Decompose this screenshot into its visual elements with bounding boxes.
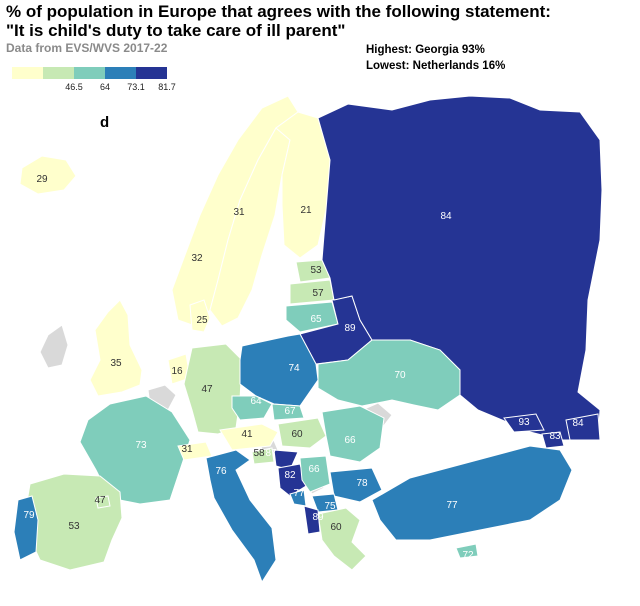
region-czechia — [231, 395, 273, 421]
ireland-region — [39, 324, 69, 369]
value-label-sweden: 31 — [233, 207, 245, 218]
value-label-italy: 76 — [215, 466, 227, 477]
lowest-stat: Lowest: Netherlands 16% — [366, 60, 506, 72]
panel-label: d — [100, 114, 110, 131]
value-label-slovakia: 67 — [284, 406, 296, 417]
legend-swatch-2 — [43, 67, 74, 79]
region-georgia — [503, 413, 545, 433]
region-finland — [275, 111, 331, 259]
value-label-greece: 60 — [330, 522, 342, 533]
value-label-hungary: 60 — [291, 429, 303, 440]
value-label-turkey: 77 — [446, 500, 458, 511]
legend-swatch-5 — [136, 67, 167, 79]
value-label-netherlands: 16 — [171, 366, 183, 377]
region-turkey — [371, 445, 573, 541]
region-denmark — [189, 299, 211, 333]
region-albania — [303, 505, 321, 535]
value-label-cyprus: 72 — [462, 550, 474, 561]
value-label-serbia: 66 — [308, 464, 320, 475]
legend-swatch-4 — [105, 67, 136, 79]
region-armenia — [541, 431, 565, 449]
value-label-belarus: 89 — [344, 323, 356, 334]
region-bulgaria — [329, 467, 383, 503]
legend-ticks: 46.5 64 73.1 81.7 — [12, 82, 187, 96]
region-hungary — [277, 417, 327, 449]
highest-stat: Highest: Georgia 93% — [366, 44, 485, 56]
value-label-armenia: 83 — [549, 431, 561, 442]
value-label-france: 73 — [135, 440, 147, 451]
value-label-russia: 84 — [440, 211, 452, 222]
value-label-ukraine: 70 — [394, 370, 406, 381]
value-label-denmark: 25 — [196, 315, 208, 326]
region-romania — [321, 405, 385, 463]
region-germany — [183, 343, 243, 435]
data-source: Data from EVS/WVS 2017-22 — [6, 41, 168, 55]
region-france — [79, 395, 191, 505]
region-bosnia-and-herzegovina — [277, 463, 307, 497]
region-greece — [317, 507, 367, 571]
legend-swatch-1 — [12, 67, 43, 79]
region-portugal — [13, 495, 39, 561]
legend-tick: 46.5 — [65, 82, 83, 92]
value-label-norway: 32 — [191, 253, 203, 264]
title-line-1: % of population in Europe that agrees wi… — [6, 2, 551, 21]
legend-tick: 73.1 — [127, 82, 145, 92]
value-label-germany: 47 — [201, 384, 213, 395]
region-slovakia — [271, 403, 305, 421]
value-label-lithuania: 65 — [310, 314, 322, 325]
value-label-albania: 89 — [312, 512, 324, 523]
value-label-latvia: 57 — [312, 288, 324, 299]
region-andorra — [95, 495, 111, 509]
region-lithuania — [285, 301, 339, 333]
value-label-bulgaria: 78 — [356, 478, 368, 489]
legend-tick: 81.7 — [158, 82, 176, 92]
value-label-finland: 21 — [300, 205, 312, 216]
value-label-slovenia: 58 — [253, 448, 265, 459]
value-label-romania: 66 — [344, 435, 356, 446]
value-label-portugal: 79 — [23, 510, 35, 521]
region-iceland — [19, 155, 77, 195]
value-label-bosnia-and-herzegovina: 82 — [284, 470, 296, 481]
region-montenegro — [289, 489, 307, 507]
value-label-spain: 53 — [68, 521, 80, 532]
chart-title: % of population in Europe that agrees wi… — [6, 2, 636, 40]
value-label-montenegro: 77 — [293, 488, 305, 499]
stats-box: Highest: Georgia 93% Lowest: Netherlands… — [366, 44, 505, 76]
legend-tick: 64 — [99, 82, 111, 92]
value-label-czechia: 64 — [250, 396, 262, 407]
region-slovenia — [251, 447, 275, 465]
region-ukraine — [317, 339, 461, 411]
legend-color-scale — [12, 67, 167, 79]
value-label-north-macedonia: 75 — [324, 501, 336, 512]
region-azerbaijan — [565, 413, 601, 441]
region-cyprus — [455, 543, 479, 559]
value-label-switzerland: 31 — [181, 444, 193, 455]
region-great-britain — [89, 299, 143, 397]
value-label-great-britain: 35 — [110, 358, 122, 369]
legend-swatch-3 — [74, 67, 105, 79]
region-austria — [219, 423, 279, 451]
region-serbia — [299, 455, 331, 493]
value-label-georgia: 93 — [518, 417, 530, 428]
value-label-azerbaijan: 84 — [572, 418, 584, 429]
title-line-2: "It is child's duty to take care of ill … — [6, 21, 346, 40]
value-label-estonia: 53 — [310, 265, 322, 276]
region-italy — [205, 449, 277, 584]
value-label-austria: 41 — [241, 429, 253, 440]
value-label-iceland: 29 — [36, 174, 48, 185]
value-label-croatia: 87 — [265, 448, 277, 459]
value-label-poland: 74 — [288, 363, 300, 374]
value-label-andorra: 47 — [94, 495, 106, 506]
